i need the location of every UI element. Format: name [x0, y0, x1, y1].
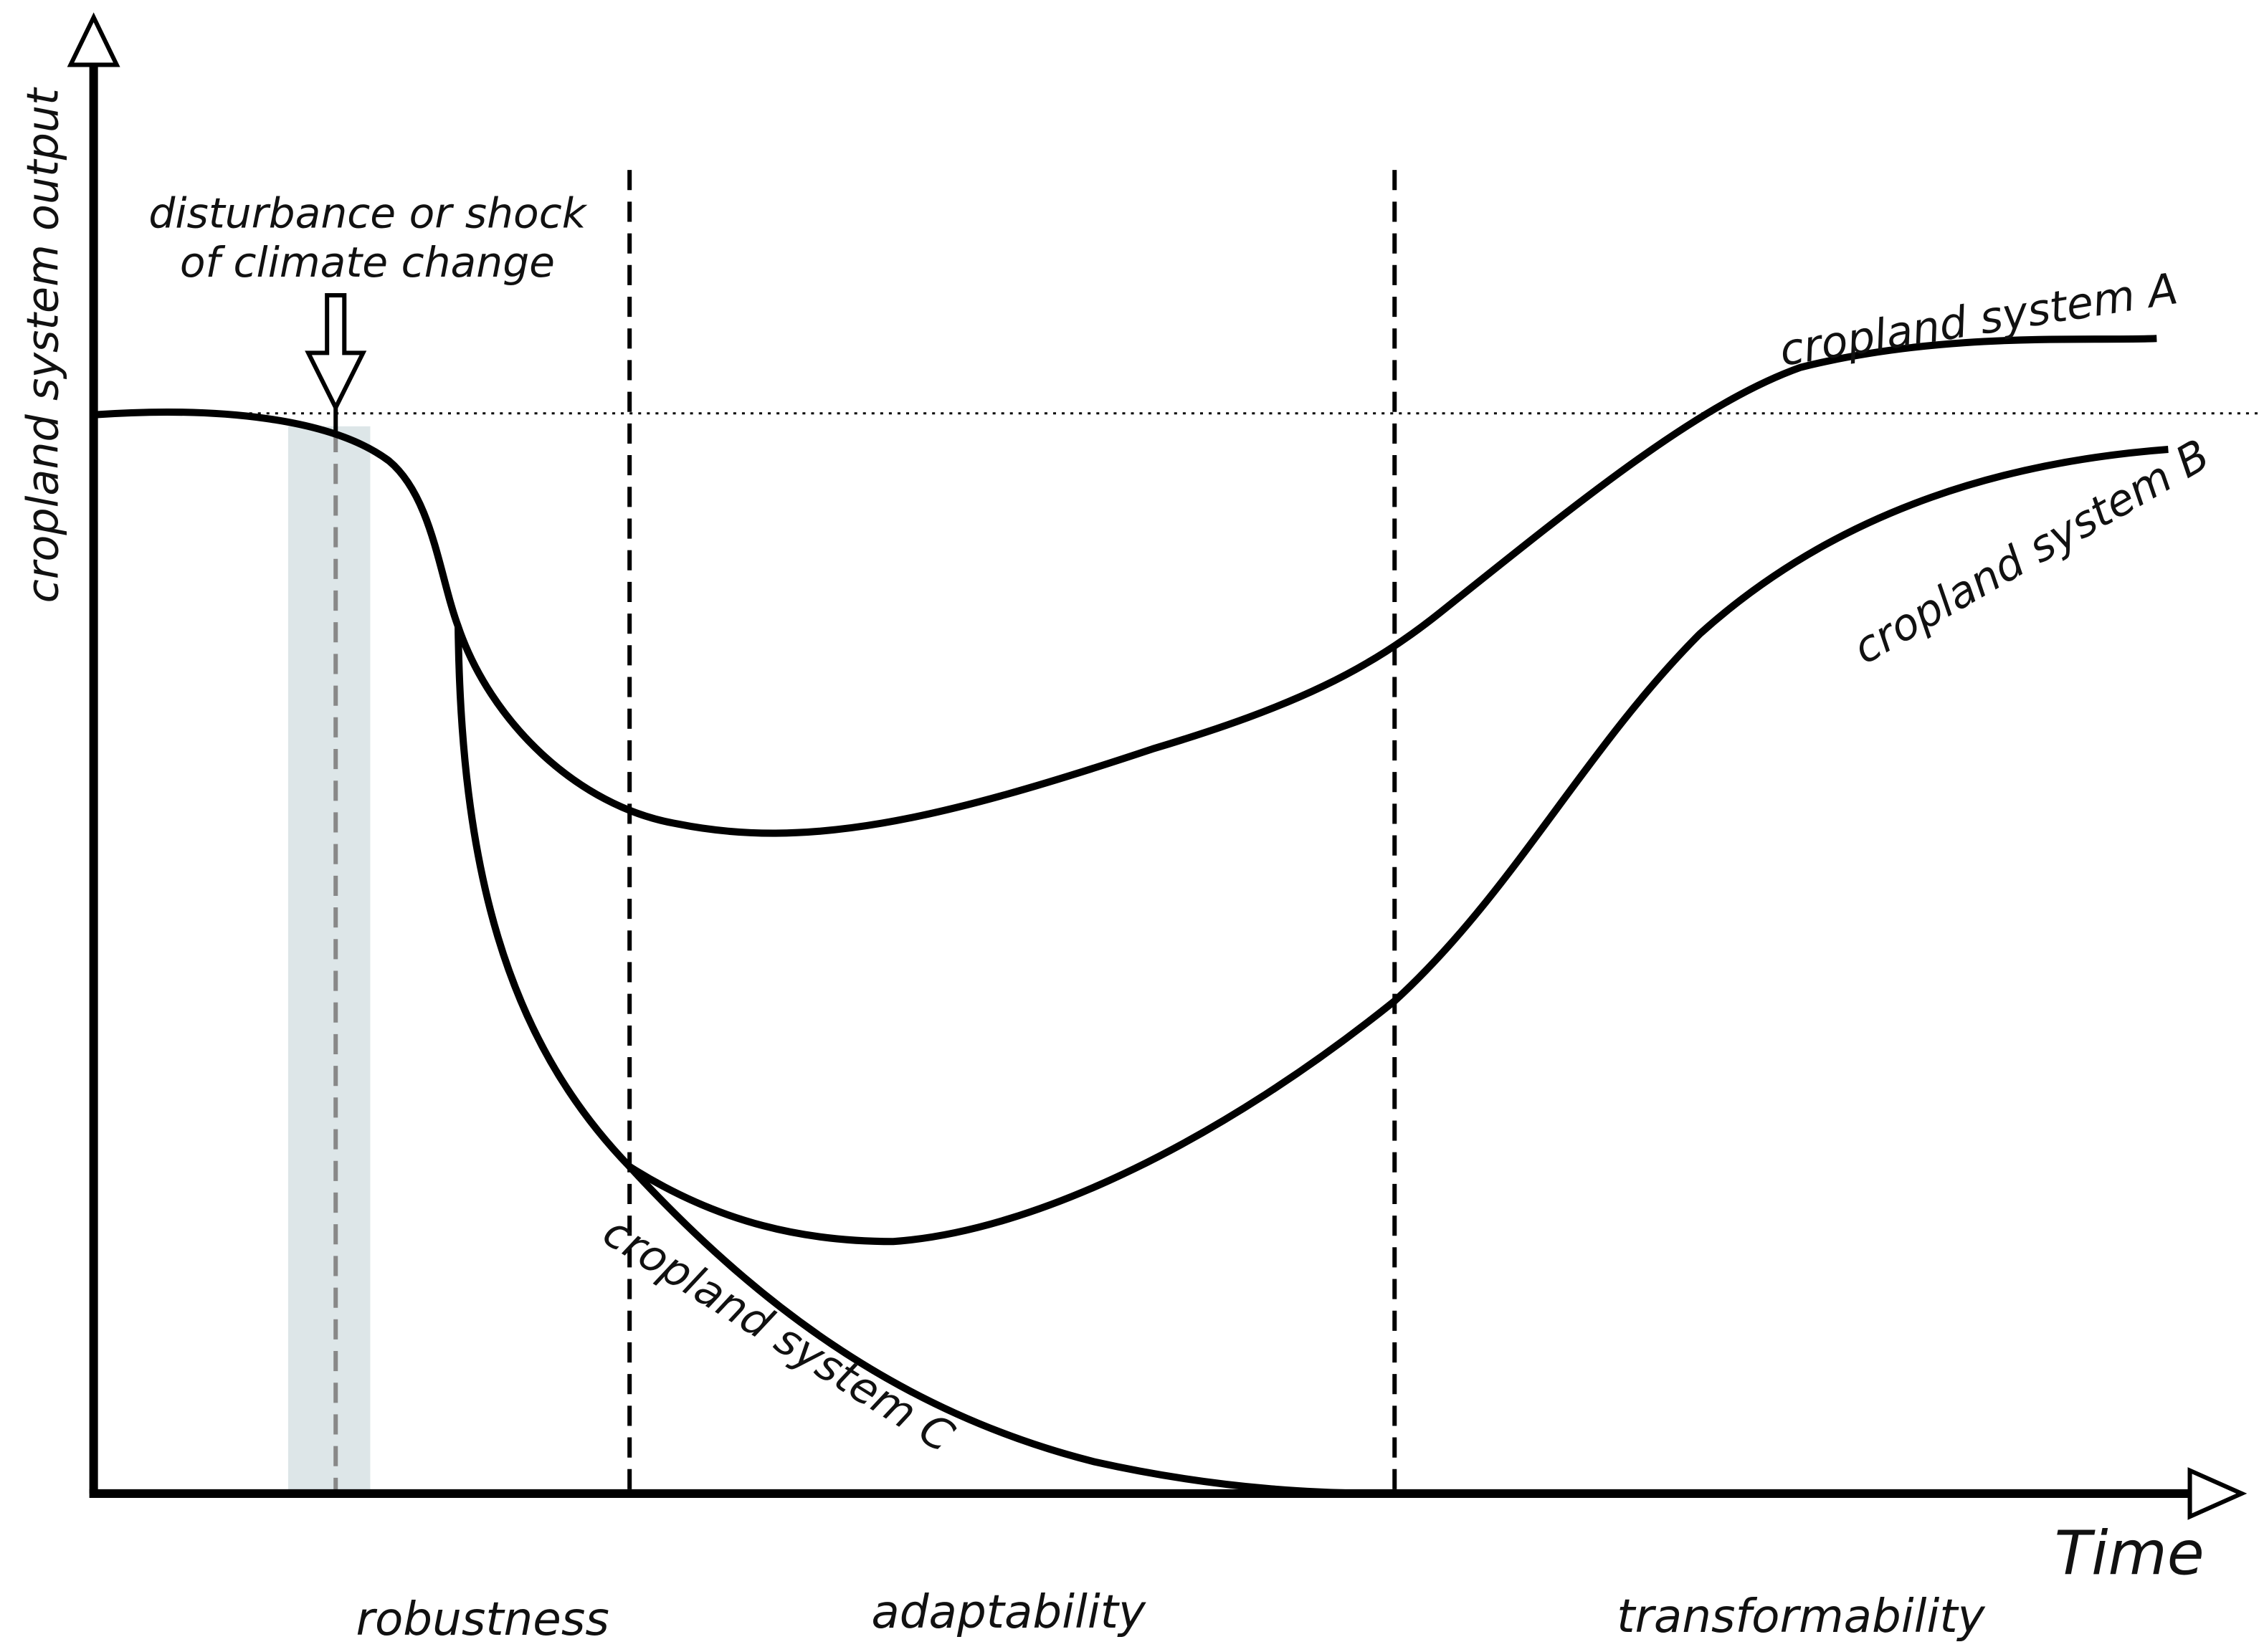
x-axis-arrow — [2187, 1467, 2248, 1520]
curve-label: cropland system A — [1777, 264, 2182, 376]
phase-label: transformability — [1617, 1590, 1985, 1643]
y-axis-arrow — [67, 12, 120, 67]
annotation-line: of climate change — [180, 238, 555, 287]
curve-b — [455, 445, 2169, 1246]
curve-c — [627, 1164, 1395, 1497]
curve-label: cropland system C — [594, 1207, 962, 1463]
x-axis-label: Time — [2055, 1518, 2205, 1588]
annotation-line: disturbance or shock — [148, 189, 587, 238]
y-axis-label: cropland system output — [18, 87, 68, 603]
curve-a — [93, 335, 2157, 837]
phase-label: robustness — [356, 1593, 609, 1646]
shock-arrow — [305, 292, 367, 413]
phase-label: adaptability — [871, 1585, 1146, 1639]
shock-band — [287, 426, 371, 1494]
